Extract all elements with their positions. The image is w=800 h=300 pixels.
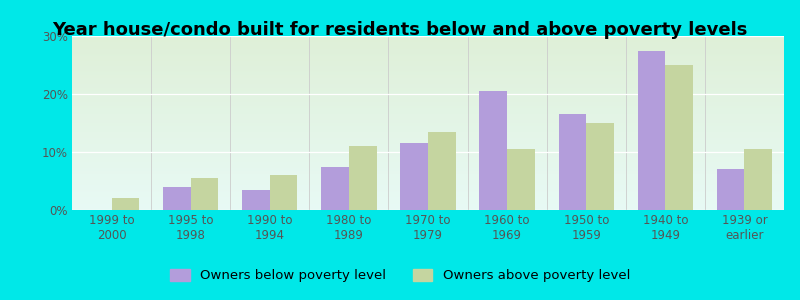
Bar — [745, 149, 772, 210]
Bar — [163, 187, 190, 210]
Bar — [666, 65, 693, 210]
Bar — [717, 169, 745, 210]
Bar — [558, 114, 586, 210]
Bar — [321, 167, 349, 210]
Bar — [242, 190, 270, 210]
Bar — [400, 143, 428, 210]
Bar — [190, 178, 218, 210]
Bar — [507, 149, 534, 210]
Text: Year house/condo built for residents below and above poverty levels: Year house/condo built for residents bel… — [52, 21, 748, 39]
Bar — [349, 146, 377, 210]
Bar — [479, 91, 507, 210]
Bar — [586, 123, 614, 210]
Bar — [638, 50, 666, 210]
Bar — [270, 175, 298, 210]
Legend: Owners below poverty level, Owners above poverty level: Owners below poverty level, Owners above… — [165, 263, 635, 287]
Bar — [111, 198, 139, 210]
Bar — [428, 132, 456, 210]
